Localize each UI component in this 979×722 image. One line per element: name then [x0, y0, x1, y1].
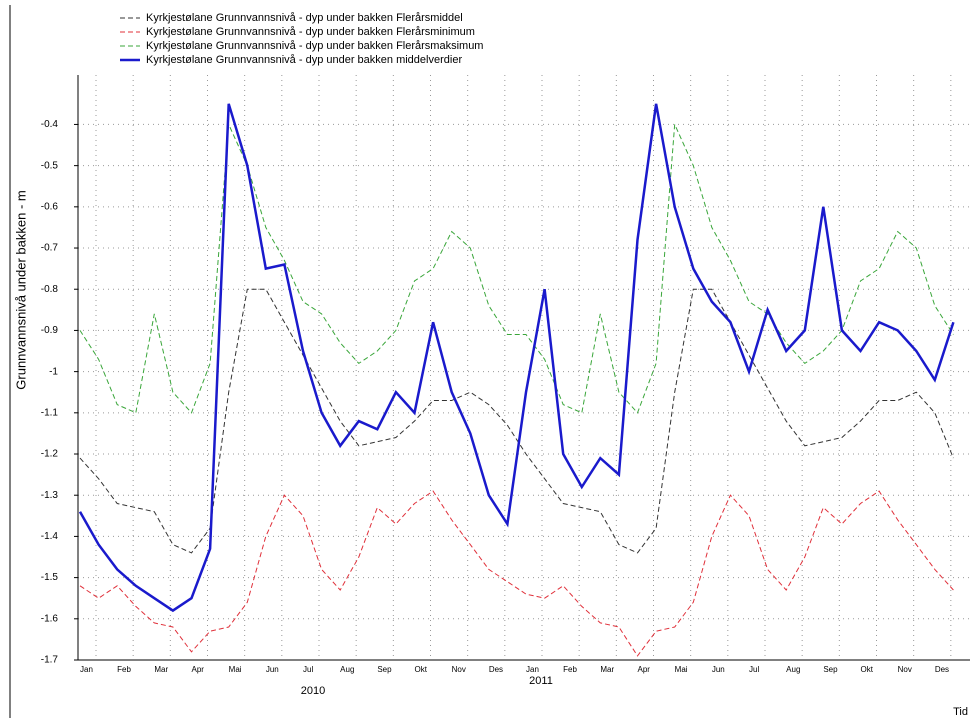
y-tick-label: -0.4 — [41, 119, 59, 130]
x-tick-label: Mar — [154, 665, 168, 674]
legend-label: Kyrkjestølane Grunnvannsnivå - dyp under… — [146, 40, 483, 52]
y-tick-label: -1.7 — [41, 655, 59, 666]
plot-area — [78, 75, 970, 660]
x-tick-label: Apr — [638, 665, 651, 674]
x-tick-label: Nov — [452, 665, 466, 674]
legend-label: Kyrkjestølane Grunnvannsnivå - dyp under… — [146, 54, 462, 66]
y-tick-label: -0.9 — [41, 325, 59, 336]
x-tick-label: Jan — [80, 665, 93, 674]
x-tick-label: Jun — [266, 665, 279, 674]
x-tick-label: Okt — [861, 665, 874, 674]
x-tick-label: Jul — [749, 665, 759, 674]
x-tick-label: Aug — [340, 665, 354, 674]
y-tick-label: -1.4 — [41, 531, 59, 542]
x-tick-label: Sep — [823, 665, 838, 674]
y-tick-label: -1.3 — [41, 490, 59, 501]
y-tick-label: -0.6 — [41, 201, 59, 212]
x-tick-label: Jun — [712, 665, 725, 674]
series-line — [79, 490, 954, 657]
x-axis-label: Tid — [953, 706, 968, 718]
x-tick-label: Feb — [563, 665, 577, 674]
x-tick-label: Apr — [192, 665, 205, 674]
x-tick-label: Okt — [415, 665, 428, 674]
legend-label: Kyrkjestølane Grunnvannsnivå - dyp under… — [146, 12, 463, 24]
x-tick-label: Mar — [600, 665, 614, 674]
x-tick-label: Mai — [675, 665, 688, 674]
year-label: 2010 — [301, 685, 325, 697]
series-line — [78, 103, 955, 613]
y-tick-label: -1.5 — [41, 572, 59, 583]
x-tick-label: Des — [935, 665, 949, 674]
y-tick-label: -1.2 — [41, 449, 59, 460]
y-tick-label: -1 — [49, 366, 58, 377]
x-tick-label: Aug — [786, 665, 800, 674]
x-tick-label: Mai — [229, 665, 242, 674]
legend: Kyrkjestølane Grunnvannsnivå - dyp under… — [120, 12, 483, 66]
x-tick-label: Sep — [377, 665, 392, 674]
series-line — [79, 124, 954, 414]
x-tick-label: Feb — [117, 665, 131, 674]
x-tick-label: Jan — [526, 665, 539, 674]
year-label: 2011 — [529, 675, 553, 687]
y-tick-label: -1.6 — [41, 613, 59, 624]
legend-label: Kyrkjestølane Grunnvannsnivå - dyp under… — [146, 26, 475, 38]
x-tick-label: Jul — [303, 665, 313, 674]
y-axis-label: Grunnvannsnivå under bakken - m — [13, 190, 28, 389]
series-line — [79, 288, 954, 554]
y-tick-label: -0.8 — [41, 284, 59, 295]
y-tick-label: -0.7 — [41, 243, 59, 254]
y-tick-label: -1.1 — [41, 407, 59, 418]
x-tick-label: Nov — [898, 665, 912, 674]
x-tick-label: Des — [489, 665, 503, 674]
y-tick-label: -0.5 — [41, 160, 59, 171]
